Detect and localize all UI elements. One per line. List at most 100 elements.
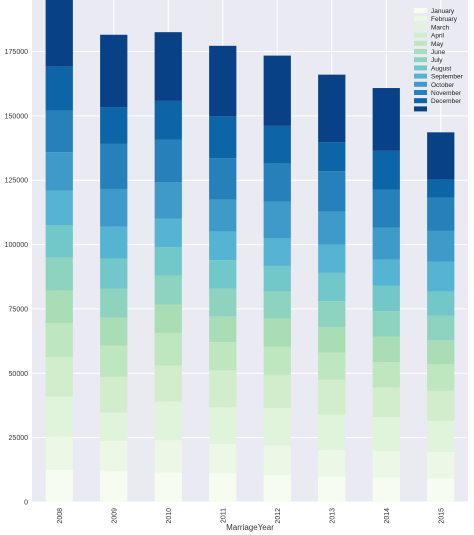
bar-segment [372, 285, 400, 312]
x-tick-label: 2011 [220, 508, 227, 523]
bar-segment [100, 288, 128, 318]
bar-segment [372, 227, 400, 260]
legend-label: December [431, 98, 462, 105]
bar-segment [318, 414, 346, 450]
bar-segment [318, 352, 346, 380]
bar-segment [209, 231, 237, 261]
bar-segment [318, 142, 346, 172]
bar-segment [209, 199, 237, 232]
bar-segment [154, 32, 182, 101]
bar-segment [100, 258, 128, 289]
legend-label: November [431, 90, 462, 97]
x-tick-label: 2013 [329, 508, 336, 524]
bar-segment [209, 116, 237, 159]
bar-segment [209, 407, 237, 445]
bar-segment [372, 417, 400, 452]
legend-swatch [414, 57, 427, 63]
bar-segment [372, 451, 400, 478]
bar-segment [100, 34, 128, 108]
bar-segment [427, 390, 455, 421]
bar-segment [318, 301, 346, 327]
bar-segment [100, 226, 128, 259]
legend-label: April [431, 33, 445, 40]
legend-swatch [414, 90, 427, 95]
legend-label: May [431, 41, 444, 48]
bar-segment [100, 188, 128, 227]
bars [45, 0, 455, 502]
bar-segment [427, 478, 455, 502]
legend-swatch [414, 49, 427, 54]
bar-segment [427, 197, 455, 231]
bar-segment [154, 304, 182, 333]
bar-segment [263, 201, 291, 239]
bar-segment [154, 440, 182, 473]
bar-segment [209, 444, 237, 474]
bar-segment [45, 357, 73, 397]
bar-segment [154, 401, 182, 441]
bar-segment [427, 230, 455, 262]
bar-segment [318, 449, 346, 477]
bar-segment [318, 476, 346, 502]
bar-segment [263, 408, 291, 446]
bar-segment [427, 451, 455, 479]
legend-swatch [414, 73, 427, 79]
bar-segment [372, 311, 400, 337]
y-tick-label: 75000 [9, 306, 29, 313]
legend-label: March [431, 24, 449, 31]
bar-segment [154, 139, 182, 183]
y-tick-label: 0 [24, 500, 28, 507]
bar-segment [45, 190, 73, 225]
bar-segment [209, 473, 237, 502]
bar-segment [154, 100, 182, 140]
legend-swatch [414, 40, 427, 46]
bar-segment [209, 288, 237, 317]
legend-swatch [414, 8, 427, 13]
bar-segment [372, 336, 400, 363]
bar-segment [372, 387, 400, 418]
legend-swatch [414, 65, 427, 71]
bar-segment [100, 471, 128, 502]
bar-segment [427, 420, 455, 452]
y-tick-label: 125000 [5, 178, 28, 185]
bar-segment [372, 477, 400, 502]
legend-label: August [431, 65, 451, 72]
bar-segment [427, 364, 455, 391]
bar-segment [263, 374, 291, 409]
bar-segment [45, 257, 73, 291]
bar-segment [427, 315, 455, 341]
x-tick-label: 2012 [275, 508, 282, 524]
bar-segment [100, 317, 128, 346]
legend-swatch [414, 16, 427, 22]
bar-segment [263, 445, 291, 475]
bar-segment [263, 55, 291, 126]
x-tick-label: 2014 [384, 508, 391, 524]
bar-segment [209, 260, 237, 289]
bar-segment [154, 182, 182, 219]
legend-label: October [431, 82, 455, 89]
bar-segment [263, 238, 291, 266]
bar-segment [318, 74, 346, 143]
bar-segment [154, 472, 182, 502]
bar-segment [154, 365, 182, 402]
y-tick-label: 100000 [5, 242, 28, 249]
bar-segment [154, 247, 182, 276]
bar-segment [154, 332, 182, 366]
bar-segment [100, 412, 128, 441]
bar-segment [427, 291, 455, 316]
legend-swatch [414, 106, 427, 112]
bar-segment [263, 125, 291, 164]
legend-swatch [414, 24, 427, 30]
bar-segment [45, 110, 73, 153]
x-axis-title: MarriageYear [226, 523, 274, 532]
legend-swatch [414, 32, 427, 38]
bar-segment [372, 88, 400, 151]
y-tick-label: 150000 [5, 113, 28, 120]
bar-segment [209, 158, 237, 200]
bar-segment [372, 362, 400, 388]
bar-segment [318, 171, 346, 212]
bar-segment [263, 474, 291, 502]
legend-label: September [431, 74, 464, 81]
bar-segment [372, 150, 400, 190]
